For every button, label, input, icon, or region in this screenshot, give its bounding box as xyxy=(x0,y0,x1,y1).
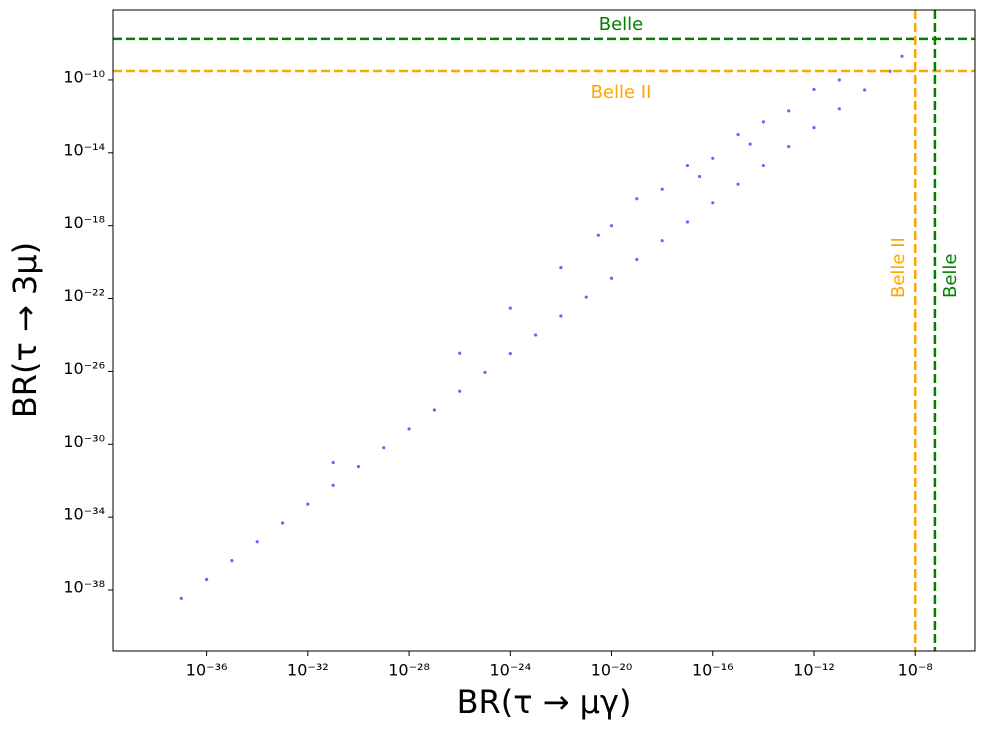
point xyxy=(761,120,765,124)
x-tick-label: 10⁻³⁶ xyxy=(186,661,228,680)
point xyxy=(331,483,335,487)
point xyxy=(711,201,715,205)
x-tick-label: 10⁻¹⁶ xyxy=(692,661,734,680)
point xyxy=(559,314,563,318)
point xyxy=(179,596,183,600)
point xyxy=(888,69,892,73)
x-tick-label: 10⁻³² xyxy=(287,661,329,680)
x-tick-label: 10⁻²⁰ xyxy=(591,661,633,680)
point xyxy=(596,233,600,237)
point xyxy=(748,142,752,146)
point xyxy=(635,197,639,201)
x-tick-label: 10⁻¹² xyxy=(793,661,835,680)
point xyxy=(736,182,740,186)
x-tick-label: 10⁻²⁴ xyxy=(489,661,531,680)
point xyxy=(787,144,791,149)
y-tick-label: 10⁻¹⁰ xyxy=(63,67,105,86)
point xyxy=(280,521,285,525)
point xyxy=(382,446,386,450)
point xyxy=(736,132,740,137)
point xyxy=(609,276,614,280)
limit-label: Belle xyxy=(940,254,961,299)
y-tick-label: 10⁻¹⁴ xyxy=(63,140,105,159)
x-tick-label: 10⁻⁸ xyxy=(898,661,933,680)
point xyxy=(559,265,563,270)
point xyxy=(458,389,462,393)
point xyxy=(508,352,512,356)
x-axis-label: BR(τ → μγ) xyxy=(457,683,632,721)
point xyxy=(711,156,715,160)
point xyxy=(635,257,639,262)
point xyxy=(812,126,816,130)
point xyxy=(483,370,487,375)
point xyxy=(458,351,462,355)
limit-label: Belle II xyxy=(591,82,652,103)
point xyxy=(356,464,361,469)
y-tick-label: 10⁻¹⁸ xyxy=(63,213,105,232)
point xyxy=(837,78,841,82)
point xyxy=(812,87,816,92)
point xyxy=(205,577,209,582)
point xyxy=(534,333,538,337)
point xyxy=(230,559,234,563)
point xyxy=(306,502,310,506)
y-tick-label: 10⁻³⁴ xyxy=(63,505,105,524)
point xyxy=(900,54,904,58)
limit-label: Belle II xyxy=(888,237,909,298)
point xyxy=(331,460,335,465)
point xyxy=(761,163,765,168)
point xyxy=(407,427,411,431)
y-tick-label: 10⁻²⁶ xyxy=(63,359,105,378)
y-tick-label: 10⁻³⁰ xyxy=(63,432,105,451)
x-tick-label: 10⁻²⁸ xyxy=(388,661,430,680)
plot-frame xyxy=(112,9,976,652)
point xyxy=(660,187,664,191)
point xyxy=(697,174,702,179)
point xyxy=(584,295,588,299)
point xyxy=(685,220,690,224)
y-tick-label: 10⁻²² xyxy=(63,286,105,305)
limit-label: Belle xyxy=(599,14,644,35)
y-axis-label: BR(τ → 3μ) xyxy=(6,242,44,418)
point xyxy=(609,224,614,228)
point xyxy=(863,88,867,92)
y-tick-label: 10⁻³⁸ xyxy=(63,578,105,597)
point xyxy=(685,163,690,168)
point xyxy=(508,306,512,310)
point xyxy=(432,408,436,412)
point xyxy=(255,540,259,544)
point xyxy=(660,239,664,243)
point xyxy=(787,109,791,113)
point xyxy=(837,107,841,111)
